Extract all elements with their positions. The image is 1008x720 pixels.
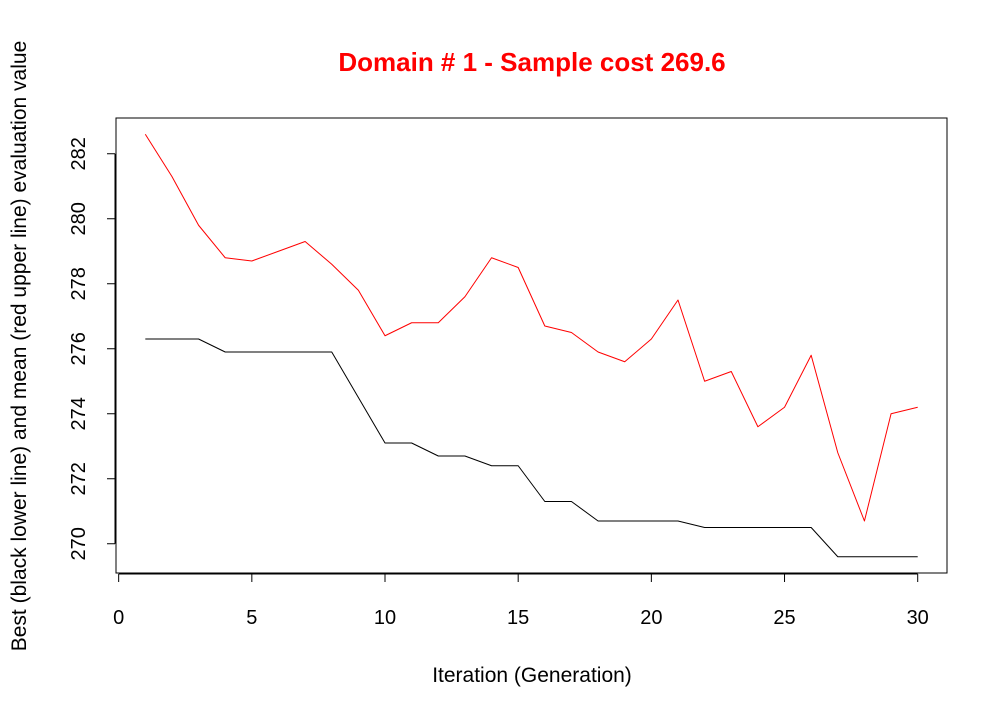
x-axis: 0 5 10 15 20 25 30 — [113, 573, 929, 629]
x-axis-label: Iteration (Generation) — [432, 664, 632, 687]
y-tick-label: 278 — [68, 267, 90, 300]
y-tick-label: 274 — [68, 397, 90, 430]
x-tick-label: 20 — [640, 607, 662, 629]
mean-series-line — [144, 133, 918, 522]
y-tick-label: 272 — [68, 462, 90, 495]
chart-title: Domain # 1 - Sample cost 269.6 — [338, 47, 725, 77]
x-tick-label: 10 — [374, 607, 396, 629]
x-tick-label: 5 — [246, 607, 257, 629]
x-tick-label: 25 — [773, 607, 795, 629]
y-tick-label: 282 — [68, 137, 90, 170]
best-series-line — [145, 338, 918, 558]
y-axis-label: Best (black lower line) and mean (red up… — [8, 41, 31, 652]
x-tick-label: 0 — [113, 607, 124, 629]
y-tick-label: 270 — [68, 527, 90, 560]
y-tick-label: 276 — [68, 332, 90, 365]
x-tick-label: 30 — [907, 607, 929, 629]
y-tick-label: 280 — [68, 202, 90, 235]
x-tick-label: 15 — [507, 607, 529, 629]
plot-frame — [115, 117, 948, 574]
y-axis: 270 272 274 276 278 280 282 — [68, 137, 116, 560]
series-layer — [144, 133, 918, 558]
